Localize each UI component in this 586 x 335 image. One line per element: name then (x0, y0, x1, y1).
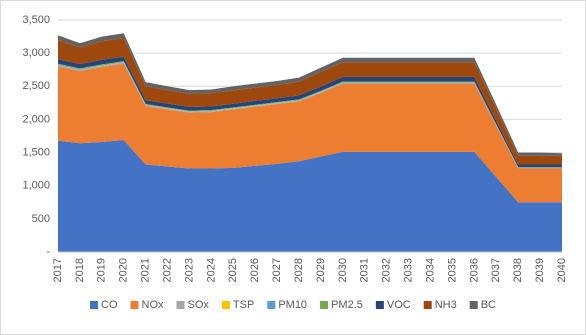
x-tick-label: 2017 (52, 258, 64, 282)
legend-swatch (375, 301, 384, 309)
x-tick-label: 2021 (140, 258, 152, 282)
legend-swatch (130, 301, 139, 309)
legend: CO NOx SOx TSP PM10 PM2.5 VOC NH3 BC (90, 299, 496, 311)
x-tick-label: 2023 (183, 258, 195, 282)
legend-label: VOC (387, 299, 411, 311)
legend-swatch (423, 301, 432, 309)
y-tick-label: 2,500 (22, 80, 50, 92)
x-tick-label: 2031 (359, 258, 371, 282)
x-tick-label: 2038 (512, 258, 524, 282)
x-tick-label: 2033 (403, 258, 415, 282)
x-tick-label: 2032 (381, 258, 393, 282)
legend-label: SOx (188, 299, 210, 311)
legend-swatch (267, 301, 276, 309)
legend-label: NH3 (435, 299, 457, 311)
x-tick-label: 2020 (118, 258, 130, 282)
y-tick-label: - (46, 246, 50, 258)
legend-label: NOx (142, 299, 165, 311)
legend-label: TSP (233, 299, 254, 311)
x-tick-label: 2029 (315, 258, 327, 282)
area (58, 63, 562, 203)
y-tick-label: 2,000 (22, 113, 50, 125)
x-tick-label: 2037 (490, 258, 502, 282)
x-tick-label: 2027 (271, 258, 283, 282)
legend-swatch (320, 301, 329, 309)
x-tick-label: 2035 (446, 258, 458, 282)
area (58, 139, 562, 252)
x-tick-label: 2022 (161, 258, 173, 282)
x-tick-label: 2024 (205, 258, 217, 282)
legend-label: BC (481, 299, 496, 311)
y-tick-label: 1,000 (22, 180, 50, 192)
x-tick-label: 2034 (424, 258, 436, 282)
x-tick-label: 2028 (293, 258, 305, 282)
legend-label: PM10 (278, 299, 307, 311)
legend-swatch (176, 301, 185, 309)
x-tick-label: 2025 (227, 258, 239, 282)
x-tick-label: 2018 (74, 258, 86, 282)
x-tick-label: 2030 (337, 258, 349, 282)
legend-label: CO (101, 299, 118, 311)
y-tick-label: 1,500 (22, 146, 50, 158)
legend-swatch (469, 301, 478, 309)
y-tick-label: 3,000 (22, 47, 50, 59)
x-tick-label: 2026 (249, 258, 261, 282)
legend-label: PM2.5 (331, 299, 363, 311)
legend-swatch (221, 301, 230, 309)
x-tick-label: 2040 (556, 258, 568, 282)
y-tick-label: 3,500 (22, 14, 50, 26)
x-tick-label: 2039 (534, 258, 546, 282)
y-tick-label: 500 (32, 213, 50, 225)
x-tick-label: 2036 (468, 258, 480, 282)
area (58, 37, 562, 165)
legend-swatch (90, 301, 98, 309)
x-tick-label: 2019 (96, 258, 108, 282)
